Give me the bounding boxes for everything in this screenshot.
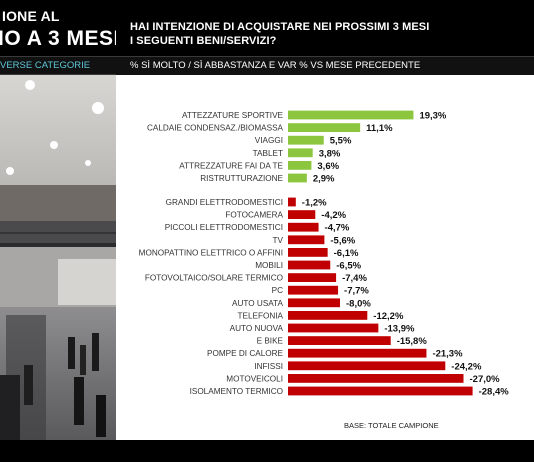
bar-piccoli-elettrodomestici [288, 222, 319, 232]
value-label-attrezzature-fai-da-te: 3,6% [317, 161, 339, 172]
category-label-auto-nuova: AUTO NUOVA [230, 324, 284, 333]
value-label-tablet: 3,8% [319, 148, 341, 159]
value-label-motoveicoli: -27,0% [470, 374, 501, 385]
bar-pompe-di-calore [288, 348, 427, 358]
value-label-grandi-elettrodomestici: -1,2% [302, 198, 327, 209]
bar-tablet [288, 148, 313, 158]
value-label-viaggi: 5,5% [330, 136, 352, 147]
bar-auto-usata [288, 298, 340, 308]
category-label-tv: TV [273, 236, 284, 245]
left-subtitle: VERSE CATEGORIE [0, 56, 116, 75]
question-line1: HAI INTENZIONE DI ACQUISTARE NEI PROSSIM… [130, 21, 430, 33]
value-label-auto-nuova: -13,9% [384, 324, 415, 335]
bar-infissi [288, 361, 446, 371]
bar-attezzature-sportive [288, 110, 414, 120]
left-title-line2: IO A 3 MESI [0, 27, 116, 50]
category-label-viaggi: VIAGGI [255, 136, 283, 145]
bar-grandi-elettrodomestici [288, 197, 296, 207]
bar-auto-nuova [288, 323, 379, 333]
left-panel: IONE AL IO A 3 MESI VERSE CATEGORIE [0, 0, 116, 462]
category-label-telefonia: TELEFONIA [238, 311, 284, 320]
bar-ristrutturazione [288, 173, 307, 183]
value-label-e-bike: -15,8% [397, 336, 428, 347]
left-title-line1: IONE AL [2, 8, 60, 24]
value-label-piccoli-elettrodomestici: -4,7% [325, 223, 350, 234]
category-label-piccoli-elettrodomestici: PICCOLI ELETTRODOMESTICI [165, 223, 283, 232]
value-label-fotovoltaico-solare-termico: -7,4% [342, 273, 367, 284]
value-label-isolamento-termico: -28,4% [479, 387, 510, 398]
value-label-fotocamera: -4,2% [321, 210, 346, 221]
category-label-attezzature-sportive: ATTEZZATURE SPORTIVE [182, 111, 284, 120]
category-label-attrezzature-fai-da-te: ATTREZZATURE FAI DA TE [179, 161, 283, 170]
bar-attrezzature-fai-da-te [288, 161, 312, 170]
category-label-grandi-elettrodomestici: GRANDI ELETTRODOMESTICI [166, 198, 283, 207]
bar-fotocamera [288, 210, 316, 219]
bar-telefonia [288, 311, 368, 320]
left-subtitle-text: VERSE CATEGORIE [0, 60, 91, 71]
value-label-ristrutturazione: 2,9% [313, 174, 335, 185]
bar-pc [288, 285, 339, 295]
category-label-infissi: INFISSI [254, 362, 283, 371]
base-note: BASE: TOTALE CAMPIONE [344, 421, 439, 430]
value-label-mobili: -6,5% [336, 261, 361, 272]
value-label-infissi: -24,2% [451, 361, 482, 372]
bar-tv [288, 235, 325, 245]
chart-subheader: % SÌ MOLTO / SÌ ABBASTANZA E VAR % VS ME… [116, 56, 534, 76]
value-label-telefonia: -12,2% [373, 311, 404, 322]
bar-monopattino-elettrico-o-affini [288, 248, 328, 257]
value-label-auto-usata: -8,0% [346, 298, 371, 309]
value-label-attezzature-sportive: 19,3% [419, 111, 446, 122]
bar-motoveicoli [288, 374, 464, 383]
value-label-tv: -5,6% [330, 235, 355, 246]
category-label-pc: PC [272, 286, 283, 295]
chart-header: HAI INTENZIONE DI ACQUISTARE NEI PROSSIM… [116, 0, 534, 56]
left-title: IONE AL IO A 3 MESI [0, 0, 116, 56]
category-label-tablet: TABLET [253, 149, 283, 158]
value-label-pc: -7,7% [344, 286, 369, 297]
subheader-text: % SÌ MOLTO / SÌ ABBASTANZA E VAR % VS ME… [130, 60, 421, 71]
category-label-caldaie-condensaz-biomassa: CALDAIE CONDENSAZ./BIOMASSA [147, 124, 284, 133]
category-label-monopattino-elettrico-o-affini: MONOPATTINO ELETTRICO O AFFINI [139, 248, 283, 257]
category-label-mobili: MOBILI [255, 261, 283, 270]
bar-mobili [288, 260, 331, 270]
category-label-fotovoltaico-solare-termico: FOTOVOLTAICO/SOLARE TERMICO [145, 274, 283, 283]
category-label-motoveicoli: MOTOVEICOLI [226, 374, 283, 383]
bar-chart: ATTEZZATURE SPORTIVE 19,3% CALDAIE CONDENS… [139, 110, 510, 398]
bar-isolamento-termico [288, 386, 473, 396]
mall-photo [0, 75, 116, 440]
category-label-auto-usata: AUTO USATA [232, 299, 283, 308]
bar-e-bike [288, 336, 391, 345]
value-label-monopattino-elettrico-o-affini: -6,1% [334, 248, 359, 259]
value-label-caldaie-condensaz-biomassa: 11,1% [366, 123, 393, 134]
category-label-pompe-di-calore: POMPE DI CALORE [207, 349, 284, 358]
category-label-fotocamera: FOTOCAMERA [225, 211, 283, 220]
bar-caldaie-condensaz-biomassa [288, 123, 361, 132]
category-label-ristrutturazione: RISTRUTTURAZIONE [200, 174, 283, 183]
category-label-isolamento-termico: ISOLAMENTO TERMICO [190, 387, 283, 396]
bar-fotovoltaico-solare-termico [288, 273, 337, 282]
value-label-pompe-di-calore: -21,3% [432, 349, 463, 360]
footer-bar [0, 440, 534, 462]
question-line2: I SEGUENTI BENI/SERVIZI? [130, 35, 277, 47]
category-label-e-bike: E BIKE [257, 337, 284, 346]
bar-viaggi [288, 135, 324, 145]
chart-area: ATTEZZATURE SPORTIVE 19,3% CALDAIE CONDENS… [116, 75, 534, 440]
